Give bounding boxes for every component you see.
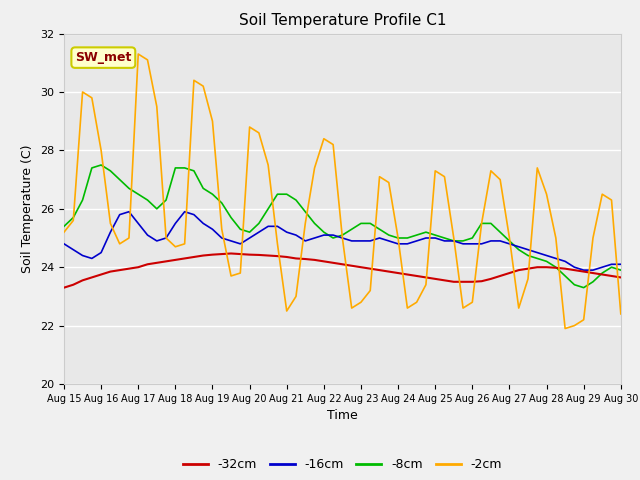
Title: Soil Temperature Profile C1: Soil Temperature Profile C1 (239, 13, 446, 28)
Y-axis label: Soil Temperature (C): Soil Temperature (C) (22, 144, 35, 273)
X-axis label: Time: Time (327, 409, 358, 422)
Legend: -32cm, -16cm, -8cm, -2cm: -32cm, -16cm, -8cm, -2cm (178, 453, 507, 476)
Text: SW_met: SW_met (75, 51, 131, 64)
